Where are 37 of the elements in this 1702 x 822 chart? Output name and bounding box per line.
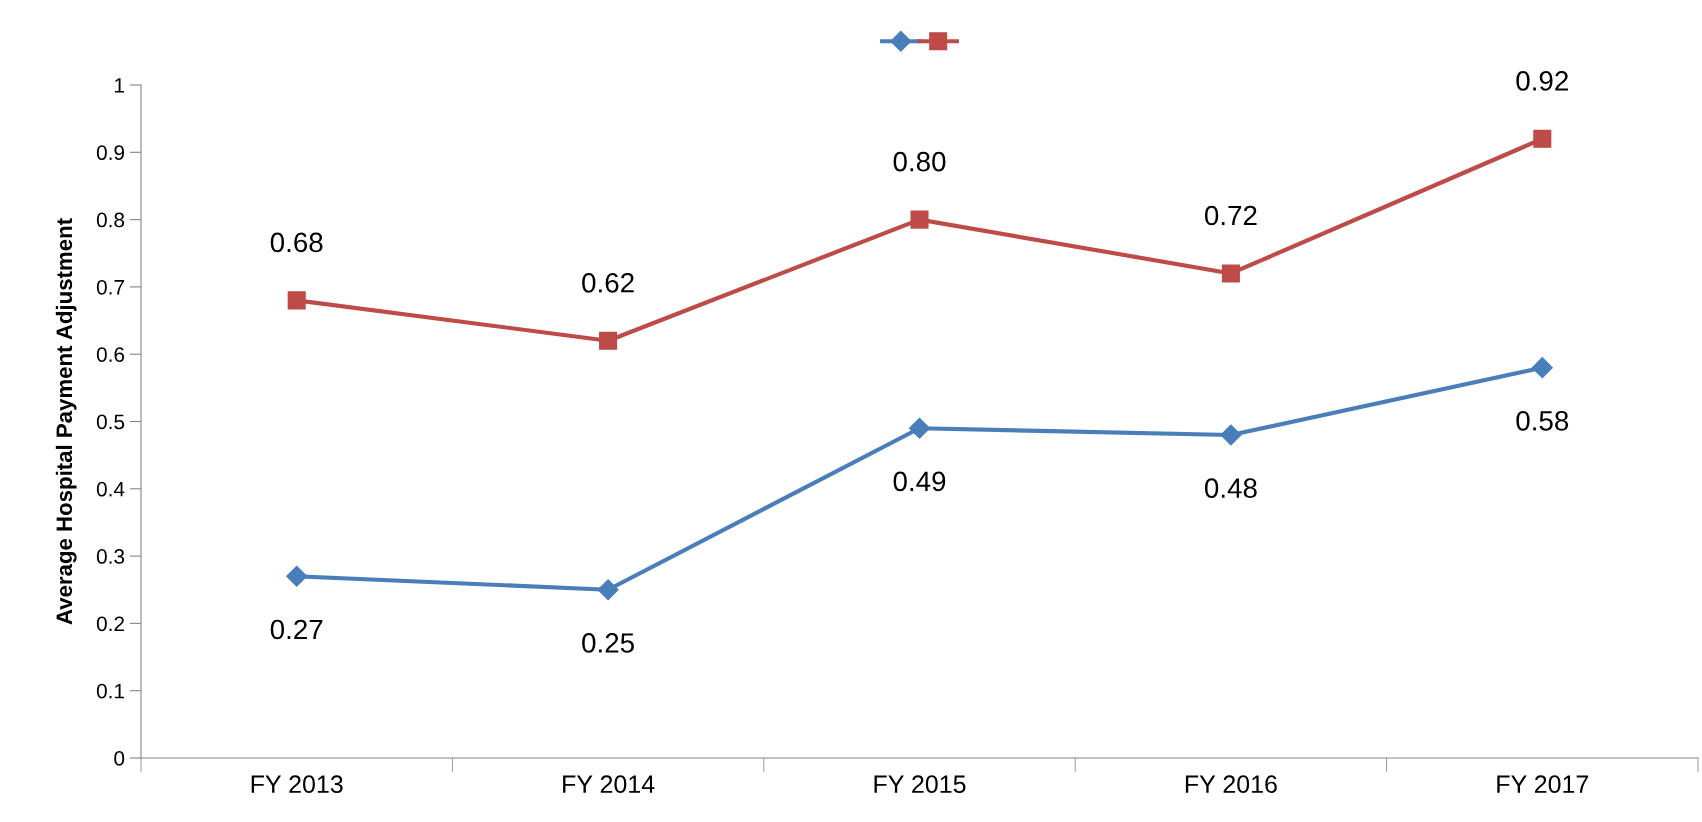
data-label: 0.49 — [893, 471, 946, 492]
y-tick-label: 0.1 — [96, 683, 125, 699]
data-label: 0.25 — [582, 633, 634, 653]
y-tick-label: 0.3 — [96, 549, 125, 564]
point — [908, 417, 931, 439]
y-tick-label: 1 — [115, 78, 125, 93]
point — [1221, 264, 1240, 283]
point — [599, 331, 618, 350]
point — [1220, 424, 1242, 446]
data-label: 0.68 — [270, 232, 323, 253]
y-tick-label: 0.5 — [96, 414, 125, 430]
data-label: 0.72 — [1204, 205, 1257, 226]
y-tick-label: 0.7 — [96, 279, 124, 295]
x-tick-label: FY 2017 — [1497, 775, 1589, 794]
point — [910, 210, 929, 229]
y-tick-label: 0.9 — [96, 145, 125, 161]
y-tick-label: 0 — [114, 751, 125, 766]
point — [1533, 129, 1552, 148]
y-tick-label: 0.2 — [96, 616, 124, 632]
x-tick-label: FY 2014 — [563, 775, 655, 794]
x-tick-label: FY 2016 — [1185, 775, 1277, 794]
data-label: 0.80 — [893, 151, 946, 172]
data-label: 0.48 — [1204, 478, 1257, 498]
x-tick-label: FY 2015 — [874, 775, 966, 794]
data-label: 0.62 — [582, 272, 634, 293]
point — [287, 291, 306, 310]
y-tick-label: 0.8 — [96, 212, 125, 228]
y-tick-label: 0.4 — [96, 481, 125, 497]
point — [286, 565, 308, 587]
y-axis-title: Average Hospital Payment Adjustment — [55, 218, 77, 625]
y-tick-label: 0.6 — [96, 347, 125, 362]
data-label: 0.58 — [1516, 411, 1569, 431]
x-tick-label: FY 2013 — [251, 775, 343, 794]
data-label: 0.92 — [1516, 71, 1568, 91]
point — [597, 579, 619, 601]
point — [1531, 357, 1553, 379]
data-label: 0.27 — [270, 619, 323, 640]
